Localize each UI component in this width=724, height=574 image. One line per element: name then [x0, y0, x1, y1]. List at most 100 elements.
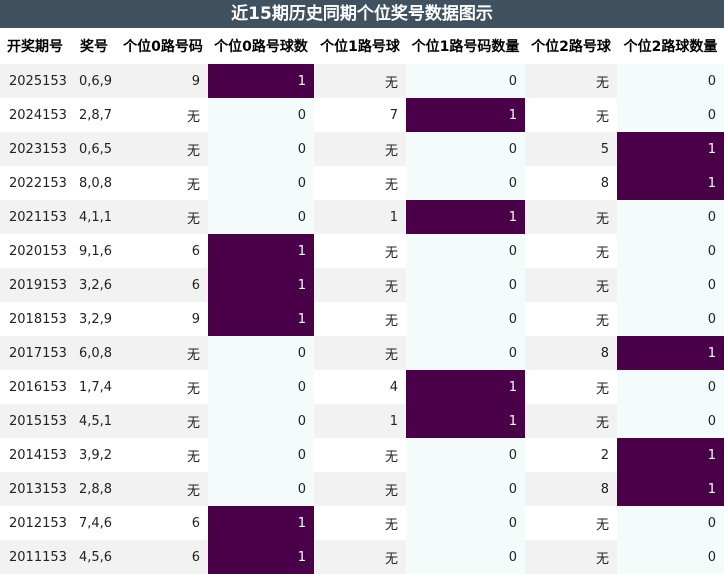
- table-row: 2012153 7,4,6 6 1 无 0 无 0: [0, 506, 724, 540]
- route0-count-cell: 0: [208, 200, 314, 234]
- route1-number-cell: 1: [314, 200, 406, 234]
- route1-number-cell: 无: [314, 506, 406, 540]
- route2-number-cell: 8: [525, 472, 617, 506]
- table-row: 2015153 4,5,1 无 0 1 1 无 0: [0, 404, 724, 438]
- route2-count-cell: 1: [617, 132, 724, 166]
- route0-number-cell: 无: [118, 472, 208, 506]
- route2-count-cell: 1: [617, 438, 724, 472]
- route2-number-cell: 无: [525, 302, 617, 336]
- route0-number-cell: 6: [118, 268, 208, 302]
- period-cell: 2021153: [0, 200, 70, 234]
- page-title: 近15期历史同期个位奖号数据图示: [0, 0, 724, 28]
- numbers-cell: 3,2,6: [70, 268, 118, 302]
- table-row: 2024153 2,8,7 无 0 7 1 无 0: [0, 98, 724, 132]
- route0-number-cell: 9: [118, 302, 208, 336]
- table-row: 2019153 3,2,6 6 1 无 0 无 0: [0, 268, 724, 302]
- route0-count-cell: 0: [208, 404, 314, 438]
- route2-number-cell: 无: [525, 98, 617, 132]
- route1-number-cell: 无: [314, 302, 406, 336]
- table-row: 2023153 0,6,5 无 0 无 0 5 1: [0, 132, 724, 166]
- route1-count-cell: 0: [406, 234, 525, 268]
- route1-number-cell: 无: [314, 472, 406, 506]
- route0-count-cell: 1: [208, 64, 314, 98]
- numbers-cell: 9,1,6: [70, 234, 118, 268]
- period-cell: 2020153: [0, 234, 70, 268]
- route0-count-cell: 1: [208, 268, 314, 302]
- route1-number-cell: 1: [314, 404, 406, 438]
- table-row: 2011153 4,5,6 6 1 无 0 无 0: [0, 540, 724, 574]
- route2-number-cell: 无: [525, 200, 617, 234]
- header-route0-count: 个位0路号球数: [208, 28, 314, 64]
- route1-count-cell: 0: [406, 132, 525, 166]
- period-cell: 2025153: [0, 64, 70, 98]
- route0-count-cell: 1: [208, 234, 314, 268]
- route2-count-cell: 0: [617, 404, 724, 438]
- route2-count-cell: 0: [617, 370, 724, 404]
- route2-count-cell: 0: [617, 540, 724, 574]
- header-row: 开奖期号 奖号 个位0路号码 个位0路号球数 个位1路号球 个位1路号码数量 个…: [0, 28, 724, 64]
- route1-count-cell: 1: [406, 404, 525, 438]
- numbers-cell: 3,2,9: [70, 302, 118, 336]
- header-route2-count: 个位2路球数量: [617, 28, 724, 64]
- route0-number-cell: 无: [118, 200, 208, 234]
- route0-count-cell: 0: [208, 370, 314, 404]
- route2-number-cell: 无: [525, 268, 617, 302]
- period-cell: 2018153: [0, 302, 70, 336]
- route2-count-cell: 1: [617, 336, 724, 370]
- route1-number-cell: 7: [314, 98, 406, 132]
- table-row: 2025153 0,6,9 9 1 无 0 无 0: [0, 64, 724, 98]
- period-cell: 2016153: [0, 370, 70, 404]
- route2-number-cell: 无: [525, 540, 617, 574]
- table-row: 2017153 6,0,8 无 0 无 0 8 1: [0, 336, 724, 370]
- numbers-cell: 4,1,1: [70, 200, 118, 234]
- route2-count-cell: 0: [617, 302, 724, 336]
- period-cell: 2013153: [0, 472, 70, 506]
- numbers-cell: 0,6,5: [70, 132, 118, 166]
- route0-number-cell: 6: [118, 506, 208, 540]
- period-cell: 2023153: [0, 132, 70, 166]
- route0-count-cell: 0: [208, 132, 314, 166]
- period-cell: 2019153: [0, 268, 70, 302]
- period-cell: 2011153: [0, 540, 70, 574]
- route0-number-cell: 9: [118, 64, 208, 98]
- route0-count-cell: 1: [208, 302, 314, 336]
- route0-count-cell: 0: [208, 166, 314, 200]
- route1-count-cell: 1: [406, 200, 525, 234]
- route1-count-cell: 0: [406, 336, 525, 370]
- period-cell: 2017153: [0, 336, 70, 370]
- route1-count-cell: 0: [406, 438, 525, 472]
- route1-number-cell: 无: [314, 540, 406, 574]
- route1-number-cell: 无: [314, 132, 406, 166]
- history-table: 开奖期号 奖号 个位0路号码 个位0路号球数 个位1路号球 个位1路号码数量 个…: [0, 28, 724, 574]
- route1-number-cell: 无: [314, 166, 406, 200]
- numbers-cell: 7,4,6: [70, 506, 118, 540]
- route2-number-cell: 2: [525, 438, 617, 472]
- route2-number-cell: 无: [525, 506, 617, 540]
- route0-count-cell: 0: [208, 98, 314, 132]
- route2-number-cell: 8: [525, 166, 617, 200]
- route1-count-cell: 0: [406, 540, 525, 574]
- numbers-cell: 4,5,1: [70, 404, 118, 438]
- numbers-cell: 1,7,4: [70, 370, 118, 404]
- route2-count-cell: 1: [617, 166, 724, 200]
- route1-number-cell: 无: [314, 268, 406, 302]
- numbers-cell: 3,9,2: [70, 438, 118, 472]
- table-row: 2013153 2,8,8 无 0 无 0 8 1: [0, 472, 724, 506]
- route0-number-cell: 无: [118, 370, 208, 404]
- route1-count-cell: 1: [406, 98, 525, 132]
- route2-count-cell: 0: [617, 234, 724, 268]
- header-numbers: 奖号: [70, 28, 118, 64]
- route0-number-cell: 无: [118, 98, 208, 132]
- route0-count-cell: 1: [208, 506, 314, 540]
- table-row: 2021153 4,1,1 无 0 1 1 无 0: [0, 200, 724, 234]
- numbers-cell: 4,5,6: [70, 540, 118, 574]
- route2-count-cell: 0: [617, 64, 724, 98]
- route0-count-cell: 0: [208, 472, 314, 506]
- header-route2-number: 个位2路号球: [525, 28, 617, 64]
- route2-count-cell: 0: [617, 506, 724, 540]
- route1-number-cell: 无: [314, 336, 406, 370]
- period-cell: 2024153: [0, 98, 70, 132]
- route2-number-cell: 8: [525, 336, 617, 370]
- route0-number-cell: 无: [118, 336, 208, 370]
- route2-number-cell: 无: [525, 370, 617, 404]
